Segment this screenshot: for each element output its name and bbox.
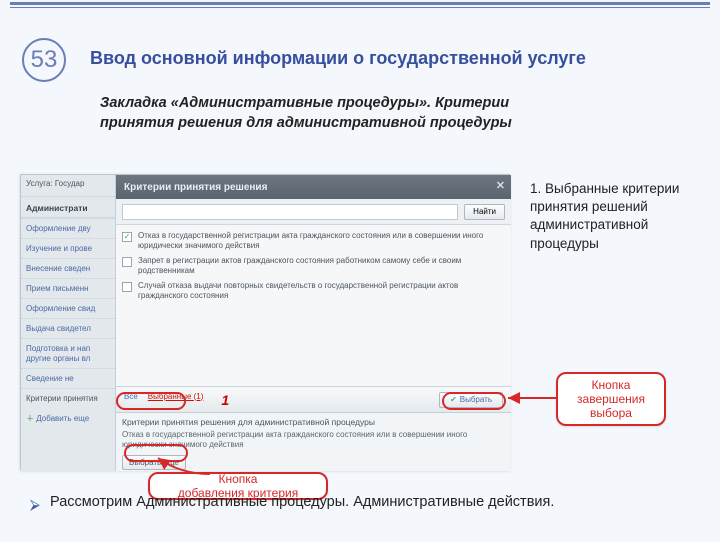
criteria-row[interactable]: ✓ Отказ в государственной регистрации ак…	[122, 229, 505, 254]
sidebar-item[interactable]: Прием письменн	[21, 278, 115, 298]
sidebar-item[interactable]: Выдача свидетел	[21, 318, 115, 338]
checkbox-icon[interactable]	[122, 282, 132, 292]
sidebar-item[interactable]: Изучение и прове	[21, 238, 115, 258]
checkbox-icon[interactable]: ✓	[122, 232, 132, 242]
criteria-text: Случай отказа выдачи повторных свидетель…	[138, 281, 505, 302]
annotation-number: 1	[221, 392, 229, 408]
sidebar-item[interactable]: Подготовка и нап другие органы вл	[21, 338, 115, 368]
arrow-icon	[500, 390, 560, 410]
right-note: 1. Выбранные критерии принятия решений а…	[530, 180, 705, 253]
highlight-ring	[116, 392, 186, 410]
criteria-dialog: Критерии принятия решения ✕ Найти ✓ Отка…	[116, 175, 511, 413]
search-row: Найти	[116, 199, 511, 225]
criteria-row[interactable]: Случай отказа выдачи повторных свидетель…	[122, 279, 505, 304]
slide-number: 53	[22, 38, 66, 82]
criteria-list: ✓ Отказ в государственной регистрации ак…	[116, 225, 511, 307]
page-title: Ввод основной информации о государственн…	[90, 48, 586, 69]
app-screenshot: Услуга: Государ Администрати Оформление …	[20, 174, 510, 470]
close-icon[interactable]: ✕	[496, 179, 505, 192]
sidebar-item[interactable]: Внесение сведен	[21, 258, 115, 278]
criteria-text: Запрет в регистрации актов гражданского …	[138, 256, 505, 277]
sidebar-section: Критерии принятия	[21, 388, 115, 408]
page-subtitle: Закладка «Административные процедуры». К…	[100, 94, 580, 133]
find-button[interactable]: Найти	[464, 204, 505, 220]
criteria-text: Отказ в государственной регистрации акта…	[138, 231, 505, 252]
service-label: Услуга: Государ	[21, 175, 115, 192]
sidebar-item[interactable]: Сведение не	[21, 368, 115, 388]
sidebar-item[interactable]: Оформление свид	[21, 298, 115, 318]
add-link-label: Добавить еще	[36, 414, 89, 423]
bottom-bullet: Рассмотрим Административные процедуры. А…	[50, 494, 670, 510]
sidebar-header: Администрати	[21, 196, 115, 218]
arrow-icon	[150, 452, 200, 482]
criteria-row[interactable]: Запрет в регистрации актов гражданского …	[122, 254, 505, 279]
highlight-ring	[442, 392, 506, 410]
checkbox-icon[interactable]	[122, 257, 132, 267]
section-label: Критерии принятия решения для администра…	[122, 417, 505, 427]
dialog-title: Критерии принятия решения	[124, 182, 267, 193]
sidebar: Услуга: Государ Администрати Оформление …	[21, 175, 116, 471]
dialog-titlebar: Критерии принятия решения ✕	[116, 175, 511, 199]
callout-finish: Кнопка завершения выбора	[556, 372, 666, 426]
bullet-icon: ⮚	[30, 496, 40, 513]
add-link[interactable]: ＋ Добавить еще	[21, 408, 115, 429]
search-input[interactable]	[122, 204, 458, 220]
sidebar-item[interactable]: Оформление дву	[21, 218, 115, 238]
